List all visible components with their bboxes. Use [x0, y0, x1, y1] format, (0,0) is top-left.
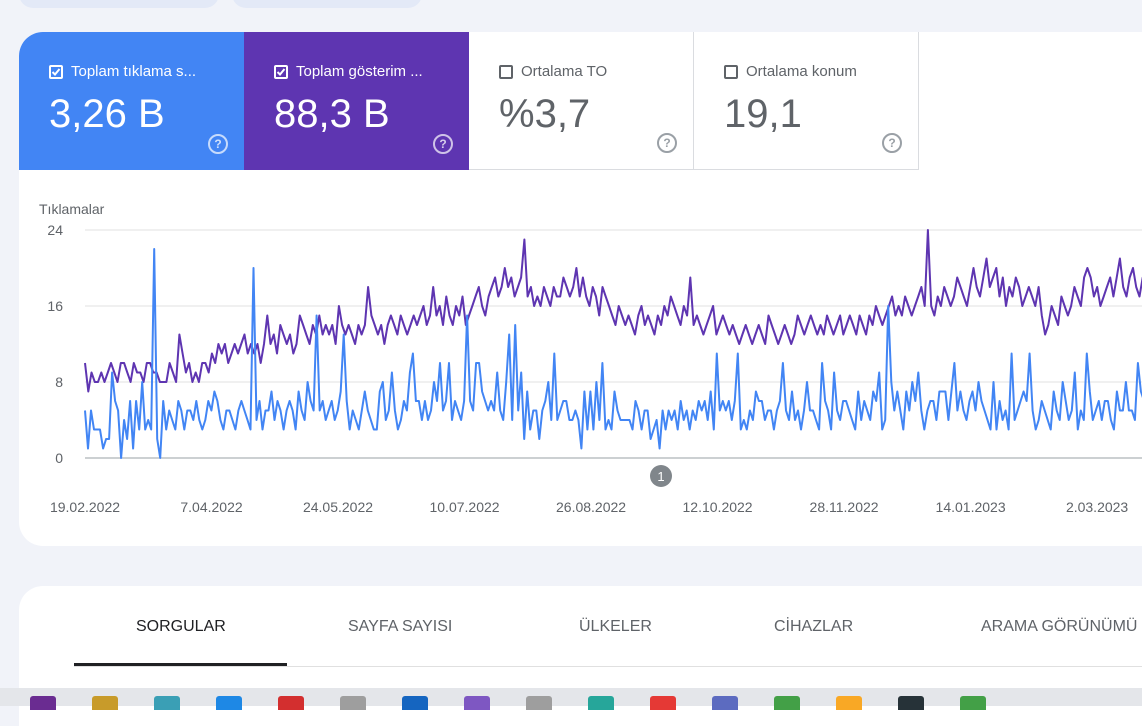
taskbar-app-icon[interactable]: [712, 696, 738, 710]
taskbar-app-icon[interactable]: [30, 696, 56, 710]
metric-total-impressions[interactable]: Toplam gösterim ... 88,3 B ?: [244, 32, 469, 170]
tab-queries[interactable]: SORGULAR: [136, 618, 226, 635]
x-tick-label: 2.03.2023: [1066, 499, 1128, 515]
active-tab-indicator: [74, 663, 287, 666]
y-tick-label: 0: [55, 450, 63, 466]
taskbar-app-icon[interactable]: [278, 696, 304, 710]
y-tick-label: 8: [55, 374, 63, 390]
metric-value: 88,3 B: [274, 92, 390, 136]
metric-label: Toplam gösterim ...: [296, 63, 423, 80]
taskbar-app-icon[interactable]: [154, 696, 180, 710]
metric-total-clicks[interactable]: Toplam tıklama s... 3,26 B ?: [19, 32, 244, 170]
y-tick-label: 16: [47, 298, 63, 314]
taskbar-app-icon[interactable]: [340, 696, 366, 710]
chart-series: [84, 229, 1142, 459]
taskbar-app-icon[interactable]: [526, 696, 552, 710]
metric-label: Toplam tıklama s...: [71, 63, 197, 80]
checkbox-checked-icon[interactable]: [274, 64, 288, 79]
metric-value: 19,1: [724, 92, 802, 136]
chart-grid: [85, 229, 1142, 459]
tab-devices[interactable]: CİHAZLAR: [774, 618, 854, 635]
x-tick-label: 26.08.2022: [556, 499, 626, 515]
checkbox-unchecked-icon[interactable]: [724, 64, 738, 79]
help-icon[interactable]: ?: [657, 133, 677, 153]
taskbar-app-icon[interactable]: [836, 696, 862, 710]
y-axis-title: Tıklamalar: [39, 201, 105, 217]
annotation-label: 1: [657, 469, 664, 484]
taskbar-app-icon[interactable]: [588, 696, 614, 710]
metric-average-position[interactable]: Ortalama konum 19,1 ?: [694, 32, 919, 170]
taskbar-app-icon[interactable]: [402, 696, 428, 710]
tab-countries[interactable]: ÜLKELER: [579, 618, 652, 635]
performance-chart: Tıklamalar 24 16 8 0 19.02.2022 7.04.2022 24.…: [39, 201, 1142, 515]
divider: [74, 666, 1142, 667]
help-icon[interactable]: ?: [433, 134, 453, 154]
filter-chip[interactable]: [232, 0, 422, 8]
x-tick-label: 10.07.2022: [429, 499, 499, 515]
taskbar-app-icon[interactable]: [898, 696, 924, 710]
x-tick-label: 7.04.2022: [180, 499, 242, 515]
help-icon[interactable]: ?: [208, 134, 228, 154]
taskbar-app-icon[interactable]: [774, 696, 800, 710]
x-tick-label: 14.01.2023: [936, 499, 1006, 515]
annotation-marker[interactable]: 1: [650, 465, 672, 487]
filter-chip[interactable]: [19, 0, 219, 8]
help-icon[interactable]: ?: [882, 133, 902, 153]
taskbar: [0, 688, 1142, 710]
series-line: [84, 229, 1142, 393]
tab-pages[interactable]: SAYFA SAYISI: [348, 618, 453, 635]
taskbar-app-icon[interactable]: [960, 696, 986, 710]
taskbar-app-icon[interactable]: [464, 696, 490, 710]
x-tick-label: 12.10.2022: [683, 499, 753, 515]
metric-value: %3,7: [499, 92, 591, 136]
metric-label: Ortalama konum: [746, 63, 857, 80]
y-tick-label: 24: [47, 222, 63, 238]
metric-value: 3,26 B: [49, 92, 165, 136]
series-line: [84, 248, 1142, 459]
x-tick-label: 19.02.2022: [50, 499, 120, 515]
taskbar-app-icon[interactable]: [650, 696, 676, 710]
taskbar-app-icon[interactable]: [216, 696, 242, 710]
performance-card: Toplam tıklama s... 3,26 B ? Toplam göst…: [19, 32, 1142, 546]
checkbox-checked-icon[interactable]: [49, 64, 63, 79]
y-axis: 24 16 8 0: [47, 222, 63, 466]
x-axis: 19.02.2022 7.04.2022 24.05.2022 10.07.2022 2…: [50, 499, 1128, 515]
x-tick-label: 28.11.2022: [810, 499, 879, 515]
metric-label: Ortalama TO: [521, 63, 608, 80]
metric-average-ctr[interactable]: Ortalama TO %3,7 ?: [469, 32, 694, 170]
taskbar-app-icon[interactable]: [92, 696, 118, 710]
tab-search-appearance[interactable]: ARAMA GÖRÜNÜMÜ: [981, 618, 1138, 635]
x-tick-label: 24.05.2022: [303, 499, 373, 515]
checkbox-unchecked-icon[interactable]: [499, 64, 513, 79]
